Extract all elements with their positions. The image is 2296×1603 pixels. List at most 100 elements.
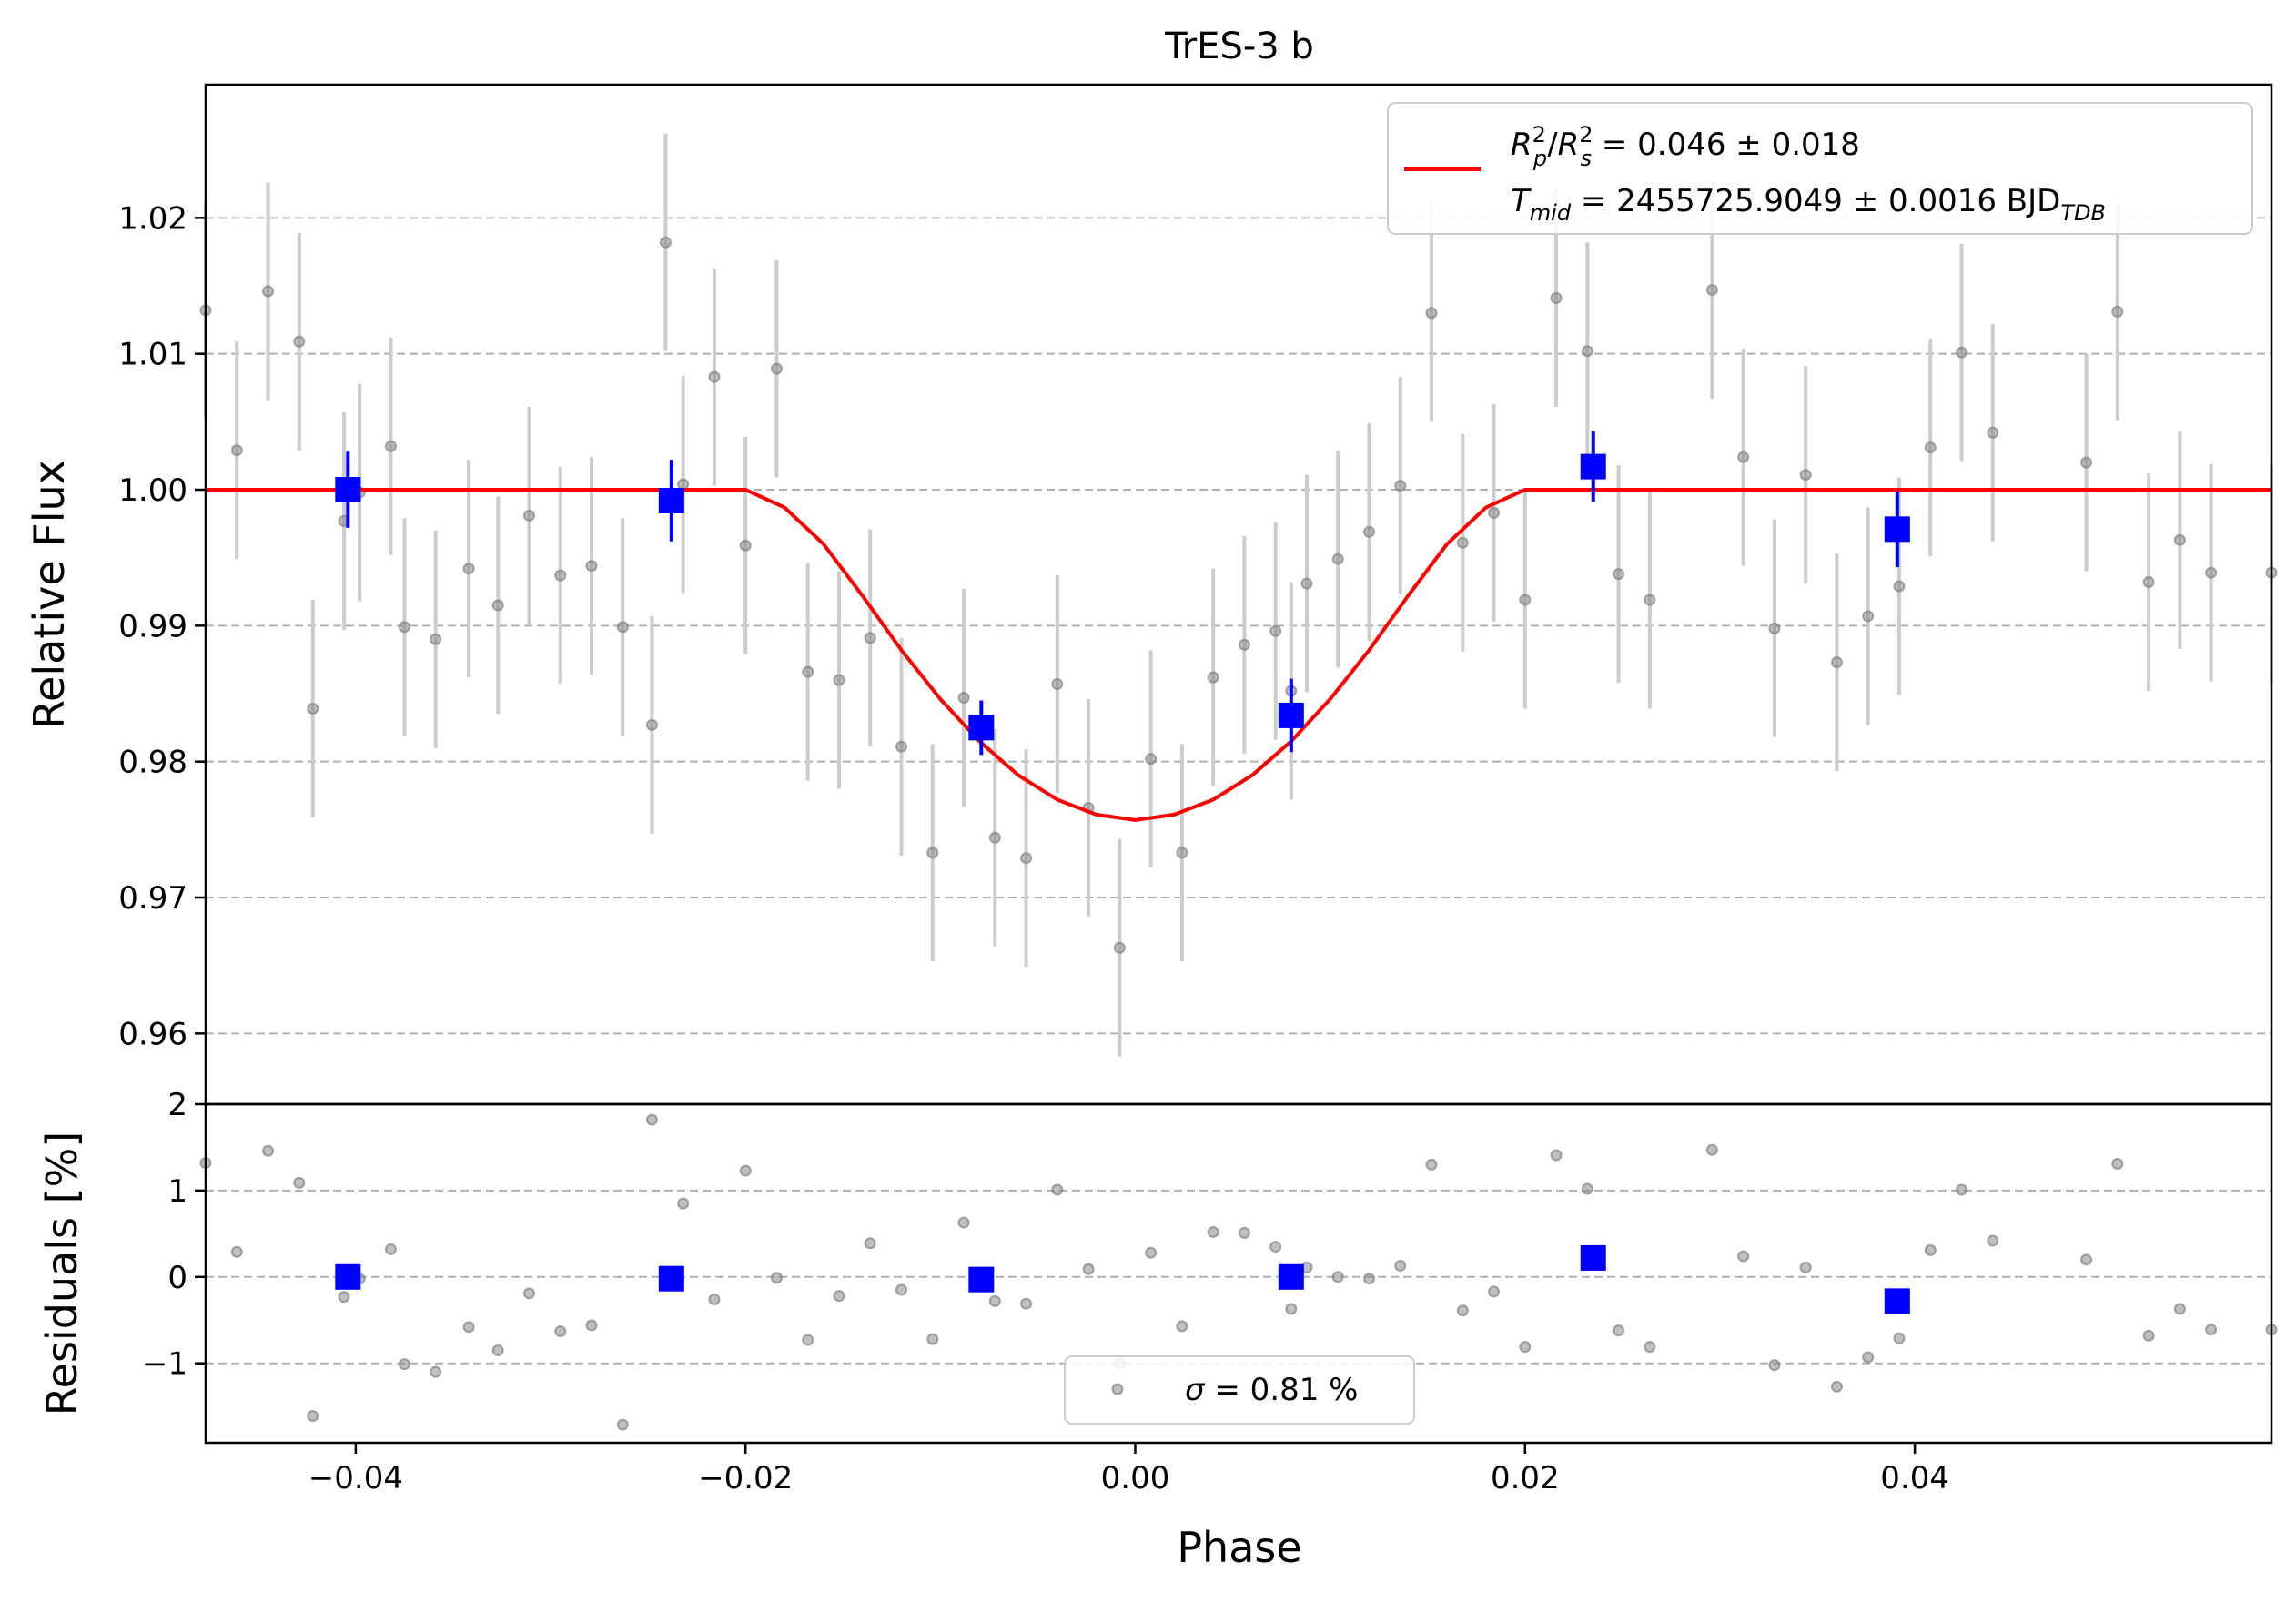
residual-point — [1737, 1250, 1750, 1263]
data-point — [1519, 594, 1532, 606]
residual-binned-point — [1278, 1263, 1304, 1290]
residual-point — [2205, 1324, 2218, 1336]
residual-point — [430, 1365, 442, 1378]
residual-point — [677, 1197, 690, 1210]
top-y-tick-label: 0.97 — [118, 880, 187, 917]
residual-point — [522, 1287, 535, 1300]
data-point — [262, 285, 275, 298]
residual-point — [1613, 1324, 1625, 1337]
residual-panel-y-ticks: −1 0 1 2 — [142, 1087, 206, 1383]
residual-point — [1269, 1241, 1282, 1253]
residual-point — [1550, 1149, 1563, 1162]
residual-point — [1425, 1158, 1438, 1171]
top-panel-binned-points — [335, 431, 1910, 756]
x-tick-label: 0.00 — [1101, 1460, 1170, 1496]
data-point — [1893, 580, 1906, 593]
data-point — [2142, 576, 2155, 589]
binned-point — [1580, 453, 1606, 480]
residual-point — [739, 1164, 752, 1177]
data-point — [1300, 577, 1313, 590]
residual-point — [1394, 1259, 1407, 1272]
data-point — [491, 599, 504, 612]
residual-point — [616, 1418, 629, 1431]
residual-point — [1362, 1273, 1375, 1285]
residual-legend: σ = 0.81 % — [1064, 1355, 1415, 1425]
data-point — [1207, 671, 1219, 684]
residual-point — [262, 1144, 275, 1157]
data-point — [2080, 456, 2093, 469]
residual-point — [708, 1293, 721, 1305]
residual-legend-sigma: σ = 0.81 % — [1185, 1372, 1358, 1408]
data-point — [1581, 345, 1593, 358]
y-axis-label-residuals: Residuals [%] — [37, 1131, 86, 1415]
data-point — [739, 539, 752, 552]
data-point — [1113, 941, 1126, 954]
top-y-tick-label: 1.00 — [118, 472, 187, 509]
top-panel-data-points — [199, 236, 2278, 954]
data-point — [1799, 469, 1812, 482]
top-y-tick-label: 1.01 — [118, 337, 187, 373]
residual-binned-point — [1580, 1244, 1606, 1271]
x-tick-label: −0.04 — [308, 1460, 403, 1496]
legend-radius-ratio: R2 p/R2 s = 0.046 ± 0.018 — [1511, 122, 1860, 171]
data-point — [1362, 525, 1375, 538]
binned-point — [968, 715, 995, 741]
residual-point — [1987, 1234, 1999, 1247]
data-point — [430, 633, 442, 645]
residual-point — [1830, 1380, 1843, 1393]
data-point — [1269, 624, 1282, 637]
residual-point — [1644, 1341, 1656, 1354]
data-point — [307, 702, 319, 715]
data-point — [1550, 291, 1563, 304]
residual-point — [1145, 1246, 1158, 1259]
residual-point — [585, 1319, 598, 1332]
data-point — [616, 621, 629, 634]
data-point — [462, 563, 475, 575]
data-point — [802, 665, 814, 678]
data-point — [1768, 622, 1781, 634]
residual-point — [491, 1344, 504, 1356]
residual-point — [230, 1245, 243, 1258]
data-point — [1956, 346, 1967, 359]
residual-y-tick-label: 0 — [167, 1260, 187, 1296]
data-point — [522, 509, 535, 522]
residual-point — [1519, 1341, 1532, 1354]
data-point — [677, 478, 690, 491]
x-axis-ticks: −0.04 −0.02 0.00 0.02 0.04 — [308, 1443, 1949, 1496]
data-point — [1238, 638, 1250, 651]
residual-point — [1799, 1261, 1812, 1273]
data-point — [1613, 568, 1625, 581]
top-legend: R2 p/R2 s = 0.046 ± 0.018 Tmid = 2455725.9… — [1387, 102, 2253, 235]
residual-point — [1082, 1263, 1095, 1275]
residual-point — [895, 1283, 908, 1296]
residual-binned-point — [658, 1265, 684, 1292]
residual-point — [1956, 1183, 1967, 1196]
data-point — [1331, 553, 1344, 565]
data-point — [554, 569, 567, 582]
x-tick-label: −0.02 — [698, 1460, 793, 1496]
residual-point — [1456, 1304, 1469, 1317]
data-point — [1145, 753, 1158, 766]
data-point — [230, 444, 243, 457]
residual-binned-point — [335, 1263, 361, 1290]
top-y-tick-label: 1.02 — [118, 200, 187, 237]
data-point — [708, 370, 721, 383]
residual-panel-data-points — [199, 1113, 2278, 1431]
residual-point — [2142, 1329, 2155, 1342]
residual-point — [2173, 1303, 2186, 1315]
residual-binned-point — [1884, 1288, 1910, 1314]
chart-title: TrES-3 b — [1164, 25, 1314, 67]
data-point — [1488, 506, 1501, 519]
data-point — [2173, 533, 2186, 546]
x-tick-label: 0.04 — [1880, 1460, 1949, 1496]
residual-binned-point — [968, 1266, 995, 1293]
x-tick-label: 0.02 — [1491, 1460, 1560, 1496]
residual-point — [1207, 1225, 1219, 1238]
x-axis-label-phase: Phase — [1177, 1523, 1301, 1572]
data-point — [2111, 305, 2124, 318]
data-point — [384, 440, 397, 452]
residual-point — [2111, 1157, 2124, 1170]
residual-point — [1488, 1285, 1501, 1298]
residual-panel-frame — [204, 1102, 2273, 1445]
legend-mid-time: Tmid = 2455725.9049 ± 0.0016 BJDTDB — [1511, 183, 2106, 226]
